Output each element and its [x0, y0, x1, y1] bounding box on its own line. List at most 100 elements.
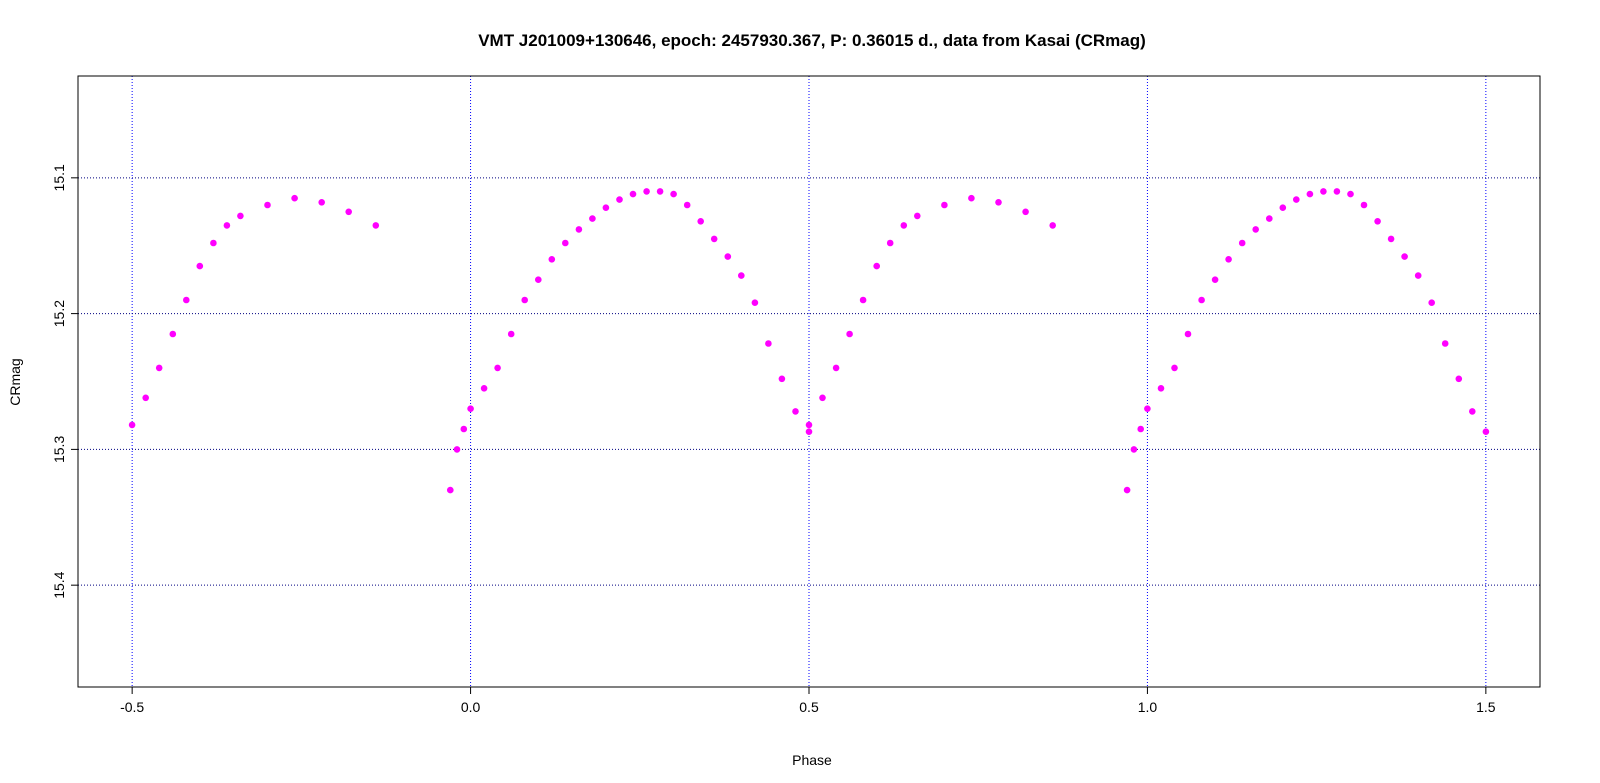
- data-point: [1374, 218, 1381, 225]
- data-point: [846, 330, 853, 338]
- data-point: [683, 201, 691, 209]
- data-point: [1414, 272, 1422, 279]
- data-point: [1306, 190, 1314, 198]
- data-point: [264, 201, 271, 209]
- data-point: [968, 194, 975, 202]
- data-point: [237, 212, 244, 220]
- y-axis-label: CRmag: [7, 358, 23, 405]
- data-point: [1137, 425, 1144, 433]
- data-point: [1293, 196, 1300, 203]
- data-point: [535, 276, 542, 284]
- data-point: [805, 421, 813, 429]
- x-tick-label: 1.0: [1138, 699, 1158, 715]
- data-point: [629, 190, 637, 198]
- x-tick-label: 1.5: [1476, 699, 1496, 715]
- data-point: [169, 330, 177, 338]
- y-tick-label: 15.4: [51, 571, 67, 598]
- data-point: [1441, 340, 1449, 347]
- data-point: [183, 296, 190, 304]
- data-point: [155, 364, 163, 372]
- data-point: [710, 235, 718, 243]
- x-tick-label: 0.0: [461, 699, 481, 715]
- data-point: [1333, 188, 1341, 195]
- y-tick-label: 15.3: [51, 436, 67, 463]
- data-point: [521, 296, 528, 304]
- data-point: [670, 190, 677, 198]
- data-point: [1144, 405, 1151, 413]
- data-point: [1238, 239, 1246, 247]
- data-point: [1428, 299, 1435, 307]
- data-point: [765, 340, 772, 347]
- x-axis-label: Phase: [792, 752, 832, 768]
- data-point: [1279, 204, 1287, 211]
- data-point: [697, 218, 704, 225]
- data-point: [995, 199, 1002, 206]
- data-point: [1401, 253, 1408, 260]
- data-point: [792, 408, 799, 415]
- data-point: [778, 375, 786, 383]
- data-point: [873, 262, 880, 270]
- data-point: [616, 196, 623, 203]
- data-point: [1469, 408, 1476, 415]
- x-tick-label: -0.5: [120, 699, 144, 715]
- data-point: [941, 201, 948, 209]
- data-point: [1482, 428, 1490, 436]
- data-point: [738, 272, 745, 279]
- data-point: [467, 405, 474, 413]
- data-point: [1225, 255, 1232, 263]
- data-point: [1387, 235, 1395, 243]
- data-point: [1320, 188, 1327, 195]
- data-point: [318, 199, 326, 206]
- chart-title: VMT J201009+130646, epoch: 2457930.367, …: [478, 31, 1146, 50]
- data-point: [372, 222, 380, 229]
- data-points: [128, 188, 1490, 494]
- data-point: [1252, 226, 1259, 233]
- data-point: [480, 385, 488, 392]
- data-point: [1266, 215, 1273, 222]
- x-tick-label: 0.5: [799, 699, 819, 715]
- data-point: [886, 239, 894, 247]
- y-tick-label: 15.2: [51, 300, 67, 327]
- data-point: [589, 215, 596, 222]
- data-point: [832, 364, 840, 372]
- data-point: [345, 208, 353, 216]
- data-point: [210, 239, 217, 247]
- data-point: [805, 428, 813, 436]
- data-point: [819, 394, 826, 402]
- x-axis: -0.5 0.0 0.5 1.0 1.5: [120, 687, 1496, 715]
- data-point: [460, 425, 468, 433]
- grid-lines: [78, 76, 1540, 687]
- data-point: [223, 222, 231, 229]
- data-point: [1184, 330, 1192, 338]
- data-point: [548, 255, 556, 263]
- data-point: [1455, 375, 1463, 383]
- data-point: [507, 330, 515, 338]
- data-point: [1049, 222, 1056, 229]
- data-point: [453, 446, 461, 453]
- data-point: [494, 364, 501, 372]
- data-point: [1347, 190, 1354, 198]
- y-axis: 15.1 15.2 15.3 15.4: [51, 164, 78, 599]
- data-point: [1130, 446, 1138, 453]
- y-tick-label: 15.1: [51, 164, 67, 191]
- data-point: [1022, 208, 1029, 216]
- data-point: [1171, 364, 1178, 372]
- data-point: [562, 239, 569, 247]
- data-point: [1157, 385, 1165, 392]
- data-point: [724, 253, 732, 260]
- data-point: [447, 486, 454, 494]
- data-point: [291, 194, 298, 202]
- data-point: [602, 204, 610, 211]
- data-point: [656, 188, 664, 195]
- data-point: [751, 299, 759, 307]
- data-point: [859, 296, 867, 304]
- data-point: [1123, 486, 1131, 494]
- data-point: [914, 212, 921, 220]
- data-point: [575, 226, 583, 233]
- data-point: [1211, 276, 1219, 284]
- data-point: [900, 222, 908, 229]
- data-point: [1198, 296, 1205, 304]
- data-point: [196, 262, 204, 270]
- data-point: [128, 421, 136, 429]
